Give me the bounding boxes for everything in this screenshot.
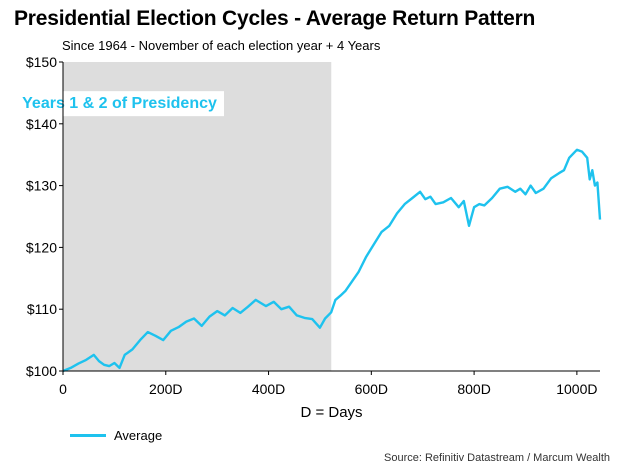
chart-subtitle: Since 1964 - November of each election y… (62, 38, 381, 53)
x-tick-label-5: 800D (457, 381, 490, 397)
chart-title: Presidential Election Cycles - Average R… (14, 7, 536, 30)
chart: Years 1 & 2 of Presidency $100$110$120$1… (15, 54, 602, 420)
x-tick-label-6: 1000D (556, 381, 597, 397)
y-tick-label-3: $120 (26, 239, 57, 255)
y-tick-label-2: $110 (27, 301, 57, 317)
annotation-background (15, 91, 225, 117)
x-axis-title: D = Days (300, 404, 362, 420)
source-note: Source: Refinitiv Datastream / Marcum We… (384, 452, 610, 464)
legend: Average (70, 428, 162, 443)
x-tick-label-2: 200D (149, 381, 182, 397)
y-axis-ticks: $100 $110 $120 $130 $140 $150 (26, 54, 63, 379)
x-tick-label-1: 0 (59, 381, 67, 397)
annotation-text: Years 1 & 2 of Presidency (22, 95, 217, 112)
legend-label: Average (114, 428, 163, 443)
annotation: Years 1 & 2 of Presidency (15, 91, 225, 117)
series-group (62, 148, 602, 373)
y-tick-label-5: $140 (26, 116, 57, 132)
x-tick-label-4: 600D (355, 381, 388, 397)
legend-swatch (70, 434, 106, 437)
y-tick-label-1: $100 (26, 363, 57, 379)
x-axis-ticks: 0 200D 400D 600D 800D 1000D (59, 371, 598, 397)
y-tick-label-4: $130 (26, 178, 57, 194)
series-line-1 (62, 148, 602, 373)
x-tick-label-3: 400D (252, 381, 285, 397)
y-tick-label-6: $150 (26, 54, 57, 70)
